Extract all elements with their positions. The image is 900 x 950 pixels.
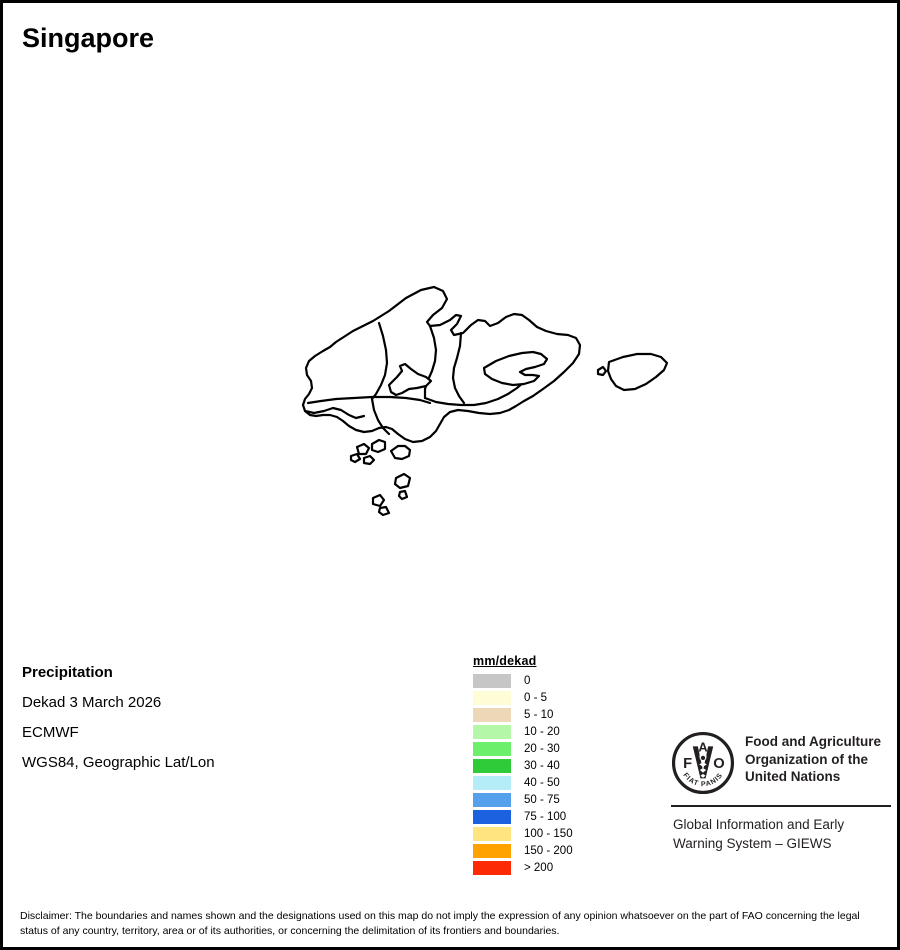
legend-row: 20 - 30	[473, 740, 573, 757]
legend-swatch	[473, 707, 511, 722]
island-kusu	[397, 489, 409, 501]
island-sentosa	[389, 444, 412, 461]
island-pulau-ubin	[482, 350, 549, 387]
island-southern-3	[362, 454, 376, 466]
metadata-variable: Precipitation	[22, 664, 113, 681]
svg-text:O: O	[713, 756, 724, 772]
legend-row: 150 - 200	[473, 842, 573, 859]
giews-line-2: Warning System – GIEWS	[673, 836, 832, 851]
internal-boundary-southwest	[370, 397, 391, 436]
inland-enclave	[387, 362, 433, 397]
svg-text:A: A	[698, 739, 707, 754]
fao-org-line-3: United Nations	[745, 769, 841, 784]
legend-row: 10 - 20	[473, 723, 573, 740]
island-southern-4	[349, 452, 362, 464]
legend-row: 100 - 150	[473, 825, 573, 842]
legend-label: 40 - 50	[524, 776, 560, 789]
internal-boundary-west	[306, 395, 432, 405]
map-canvas[interactable]	[6, 58, 900, 643]
internal-boundary-north	[423, 324, 438, 400]
legend-row: 5 - 10	[473, 706, 573, 723]
legend-row: > 200	[473, 859, 573, 876]
legend-row: 0 - 5	[473, 689, 573, 706]
legend-label: 100 - 150	[524, 827, 573, 840]
legend-swatch	[473, 792, 511, 807]
metadata-projection: WGS84, Geographic Lat/Lon	[22, 754, 215, 771]
legend-swatch	[473, 690, 511, 705]
metadata-source: ECMWF	[22, 724, 79, 741]
metadata-period: Dekad 3 March 2026	[22, 694, 162, 711]
legend-swatch	[473, 673, 511, 688]
legend-swatch	[473, 809, 511, 824]
island-tekong-kechil	[596, 365, 608, 377]
island-pulau-tekong	[606, 352, 669, 392]
legend-row: 30 - 40	[473, 757, 573, 774]
legend-swatch	[473, 758, 511, 773]
legend-label: 30 - 40	[524, 759, 560, 772]
legend-label: 20 - 30	[524, 742, 560, 755]
legend-swatch	[473, 741, 511, 756]
legend-swatch	[473, 775, 511, 790]
legend-label: 5 - 10	[524, 708, 554, 721]
legend-label: 0 - 5	[524, 691, 548, 704]
fao-branding: F A O FIAT PANIS Food and Agriculture Or…	[671, 731, 891, 853]
svg-text:F: F	[683, 756, 692, 772]
legend-swatch	[473, 724, 511, 739]
legend-swatch	[473, 843, 511, 858]
fao-logo-icon: F A O FIAT PANIS	[671, 731, 735, 795]
giews-programme-name: Global Information and Early Warning Sys…	[673, 815, 891, 853]
legend-row: 75 - 100	[473, 808, 573, 825]
island-southern-5	[371, 493, 386, 508]
legend-label: > 200	[524, 861, 554, 874]
internal-boundary-central	[370, 321, 389, 401]
fao-organization-name: Food and Agriculture Organization of the…	[745, 731, 881, 786]
legend-row: 40 - 50	[473, 774, 573, 791]
singapore-country-outline	[301, 285, 669, 517]
island-southern-6	[377, 505, 391, 517]
map-metadata: Precipitation Dekad 3 March 2026 ECMWF W…	[22, 658, 402, 778]
island-southern-1	[370, 438, 387, 454]
legend-label: 75 - 100	[524, 810, 567, 823]
internal-boundary-southeast	[423, 379, 527, 407]
giews-line-1: Global Information and Early	[673, 817, 845, 832]
legend-rows: 0 0 - 5 5 - 10 10 - 20 20 - 30 30 - 40 40 - 50…	[473, 672, 573, 876]
legend-label: 150 - 200	[524, 844, 573, 857]
legend-row: 50 - 75	[473, 791, 573, 808]
legend-swatch	[473, 860, 511, 875]
island-st-johns	[393, 472, 412, 490]
legend-title: mm/dekad	[473, 654, 537, 668]
internal-boundary-east	[451, 331, 466, 405]
disclaimer-text: Disclaimer: The boundaries and names sho…	[20, 910, 860, 937]
internal-boundary-jurong	[303, 406, 366, 420]
legend-swatch	[473, 826, 511, 841]
legend-row: 0	[473, 672, 573, 689]
legend-label: 50 - 75	[524, 793, 560, 806]
island-southern-2	[355, 442, 371, 456]
legend-label: 0	[524, 674, 531, 687]
fao-org-line-1: Food and Agriculture	[745, 734, 881, 749]
legend-label: 10 - 20	[524, 725, 560, 738]
page-title: Singapore	[22, 23, 155, 53]
legend: mm/dekad 0 0 - 5 5 - 10 10 - 20 20 - 30 30 - …	[473, 654, 573, 876]
fao-divider	[671, 805, 891, 807]
fao-org-line-2: Organization of the	[745, 751, 868, 767]
